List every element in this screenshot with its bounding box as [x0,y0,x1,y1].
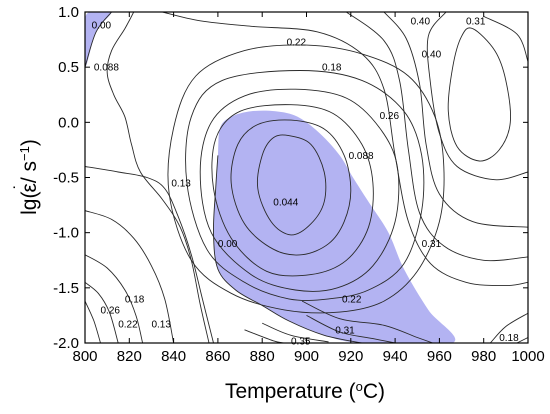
x-tick-label: 1000 [511,348,544,365]
contour-line-2 [230,119,352,256]
contour-label: 0.26 [380,111,400,122]
y-tick-label: -1.0 [53,225,79,242]
contour-line-14 [306,314,396,343]
contour-label: 0.22 [287,37,307,48]
x-axis-title: Temperature (oC) [225,379,385,404]
contour-label: 0.22 [118,320,138,331]
x-tick-label: 860 [205,348,230,365]
contour-label: 0.31 [466,16,486,27]
contour-label: 0.044 [273,197,298,208]
x-tick-label: 980 [471,348,496,365]
y-axis-title: lg(˙ε/ s−1) [11,139,41,215]
contour-line-11 [346,12,528,262]
contour-line-23 [85,300,101,343]
x-tick-label: 880 [250,348,275,365]
contour-label: 0.31 [335,325,355,336]
contour-labels: 0.00 0.088 0.22 0.18 0.40 0.40 0.31 0.26 0.088 0.… [92,16,519,347]
x-tick-label: 940 [383,348,408,365]
contour-line-15 [262,322,329,343]
contour-label: 0.26 [101,305,121,316]
x-tick-label: 960 [427,348,452,365]
y-tick-label: 0.0 [58,114,79,131]
contour-label: 0.13 [151,320,171,331]
contour-line-18 [516,337,528,343]
contour-label: 0.31 [422,239,442,250]
contour-label: 0.088 [349,151,374,162]
epsilon-dot-symbol: ˙ε [11,183,41,192]
y-tick-label: 1.0 [58,4,79,21]
contour-line-21 [85,254,144,343]
y-tick-label: -1.5 [53,280,79,297]
contour-line-17 [489,312,528,343]
contour-line-4 [199,88,400,292]
contour-label: 0.18 [499,333,519,344]
contour-label: 0.00 [92,21,112,32]
contour-line-20 [85,210,175,343]
contour-line-13 [301,300,433,343]
x-tick-label: 820 [117,348,142,365]
contour-line-9 [426,12,528,181]
x-tick-label: 920 [338,348,363,365]
contour-label: 0.18 [125,294,145,305]
contour-line-24 [106,12,210,343]
y-tick-label: -2.0 [53,335,79,352]
contour-line-5 [185,70,425,301]
contour-line-8 [483,16,528,62]
contour-label: 0.40 [422,49,442,60]
y-axis: 1.0 0.5 0.0 -0.5 -1.0 -1.5 -2.0 [53,4,528,352]
instability-region-1 [85,12,112,68]
x-axis: 800 820 840 860 880 900 920 940 960 980 1000 [72,12,545,365]
contour-label: 0.22 [342,294,362,305]
contour-line-1 [257,134,327,236]
y-tick-label: 0.5 [58,59,79,76]
contour-label: 0.088 [94,63,119,74]
contour-line-10 [383,12,528,228]
contour-line-26 [212,155,362,343]
contour-line-12 [162,12,528,287]
contour-line-19 [85,166,214,343]
x-tick-label: 900 [294,348,319,365]
contour-label: 0.18 [322,63,342,74]
contour-label: 0.35 [291,336,311,347]
contour-label: 0.00 [218,239,238,250]
contour-label: 0.13 [171,179,191,190]
x-tick-label: 840 [161,348,186,365]
contour-line-22 [85,281,119,343]
y-tick-label: -0.5 [53,170,79,187]
contour-line-7 [447,27,511,162]
contour-lines [85,12,528,343]
contour-line-6 [167,44,445,314]
contour-line-3 [211,104,374,277]
x-tick-label: 800 [72,348,97,365]
contour-label: 0.40 [411,16,431,27]
contour-line-25 [85,12,112,68]
